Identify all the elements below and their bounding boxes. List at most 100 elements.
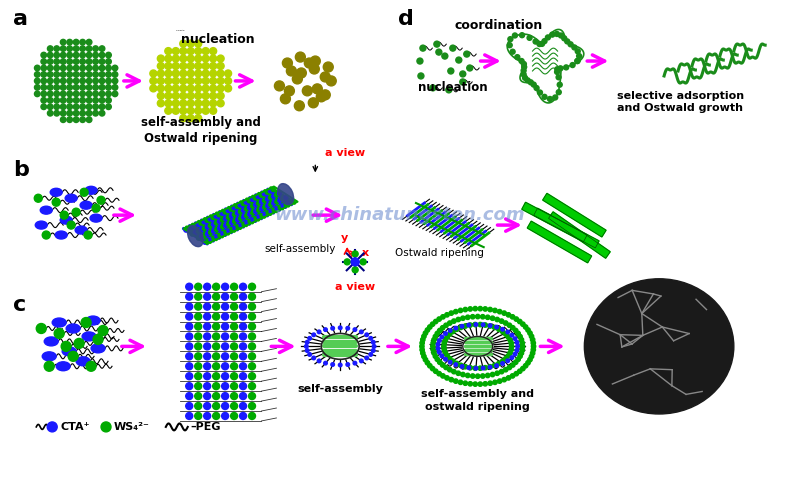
- Circle shape: [495, 364, 498, 367]
- Circle shape: [242, 222, 246, 226]
- Circle shape: [74, 46, 79, 51]
- Circle shape: [230, 333, 238, 340]
- Circle shape: [417, 58, 423, 64]
- Circle shape: [320, 72, 330, 82]
- Circle shape: [180, 55, 186, 62]
- Circle shape: [187, 107, 194, 114]
- Circle shape: [514, 352, 517, 356]
- Circle shape: [239, 393, 246, 399]
- Circle shape: [239, 343, 246, 350]
- Circle shape: [93, 84, 98, 90]
- Circle shape: [323, 62, 334, 72]
- Circle shape: [254, 210, 258, 214]
- Text: www.chinatungsten.com: www.chinatungsten.com: [274, 206, 526, 224]
- Circle shape: [460, 324, 464, 328]
- Circle shape: [452, 319, 456, 324]
- Circle shape: [550, 32, 554, 37]
- Text: nucleation: nucleation: [181, 33, 254, 46]
- Circle shape: [74, 78, 79, 84]
- Circle shape: [222, 323, 229, 330]
- Ellipse shape: [278, 184, 294, 204]
- Circle shape: [196, 229, 200, 233]
- Circle shape: [271, 194, 275, 198]
- Circle shape: [52, 198, 60, 206]
- Text: self-assembly and
Ostwald ripening: self-assembly and Ostwald ripening: [141, 116, 261, 145]
- Circle shape: [186, 323, 193, 330]
- Circle shape: [239, 333, 246, 340]
- Circle shape: [67, 97, 73, 103]
- Circle shape: [99, 65, 105, 71]
- Circle shape: [222, 353, 229, 360]
- Circle shape: [74, 91, 79, 96]
- Circle shape: [204, 343, 210, 350]
- Circle shape: [248, 212, 252, 216]
- Circle shape: [74, 338, 84, 348]
- Circle shape: [204, 393, 210, 399]
- Circle shape: [502, 377, 506, 382]
- Circle shape: [520, 344, 525, 348]
- Circle shape: [60, 46, 66, 51]
- Circle shape: [217, 55, 224, 62]
- Circle shape: [450, 45, 456, 51]
- Circle shape: [180, 62, 186, 70]
- Circle shape: [60, 110, 66, 116]
- Circle shape: [223, 217, 227, 221]
- Circle shape: [210, 85, 217, 92]
- Circle shape: [223, 210, 227, 214]
- Circle shape: [54, 97, 59, 103]
- Circle shape: [54, 65, 59, 71]
- Circle shape: [165, 107, 172, 114]
- Circle shape: [165, 48, 172, 55]
- Circle shape: [434, 319, 438, 324]
- Circle shape: [493, 308, 497, 312]
- Circle shape: [500, 359, 505, 363]
- Circle shape: [194, 313, 202, 320]
- Circle shape: [93, 335, 103, 344]
- Circle shape: [441, 363, 445, 367]
- Circle shape: [522, 61, 526, 67]
- Circle shape: [575, 59, 580, 63]
- Circle shape: [448, 360, 452, 364]
- Circle shape: [499, 370, 504, 374]
- Circle shape: [165, 55, 172, 62]
- Circle shape: [481, 314, 485, 319]
- Circle shape: [447, 368, 452, 372]
- Circle shape: [194, 403, 202, 409]
- Circle shape: [214, 228, 218, 232]
- Circle shape: [507, 365, 512, 370]
- Circle shape: [239, 283, 246, 290]
- Circle shape: [344, 259, 350, 265]
- Circle shape: [438, 339, 441, 342]
- Circle shape: [230, 303, 238, 310]
- Circle shape: [112, 78, 118, 84]
- Ellipse shape: [75, 226, 87, 234]
- Circle shape: [222, 333, 229, 340]
- Text: d: d: [398, 9, 414, 29]
- Circle shape: [533, 39, 538, 44]
- Circle shape: [443, 351, 447, 355]
- Circle shape: [463, 307, 467, 312]
- Circle shape: [194, 55, 202, 62]
- Circle shape: [531, 344, 536, 348]
- Circle shape: [454, 363, 458, 366]
- Circle shape: [112, 72, 118, 77]
- Ellipse shape: [187, 226, 203, 247]
- Circle shape: [268, 189, 272, 193]
- Circle shape: [194, 48, 202, 55]
- Circle shape: [495, 371, 499, 375]
- Circle shape: [60, 117, 66, 122]
- Circle shape: [81, 318, 91, 327]
- Circle shape: [564, 65, 569, 70]
- Circle shape: [180, 70, 186, 77]
- Text: a view: a view: [335, 282, 375, 292]
- Circle shape: [365, 356, 369, 360]
- Circle shape: [442, 341, 446, 345]
- Circle shape: [239, 353, 246, 360]
- Text: selective adsorption
and Ostwald growth: selective adsorption and Ostwald growth: [618, 91, 744, 113]
- Circle shape: [558, 66, 563, 71]
- Circle shape: [54, 78, 59, 84]
- Circle shape: [284, 195, 288, 200]
- Circle shape: [186, 303, 193, 310]
- Circle shape: [278, 205, 282, 209]
- Circle shape: [510, 344, 514, 348]
